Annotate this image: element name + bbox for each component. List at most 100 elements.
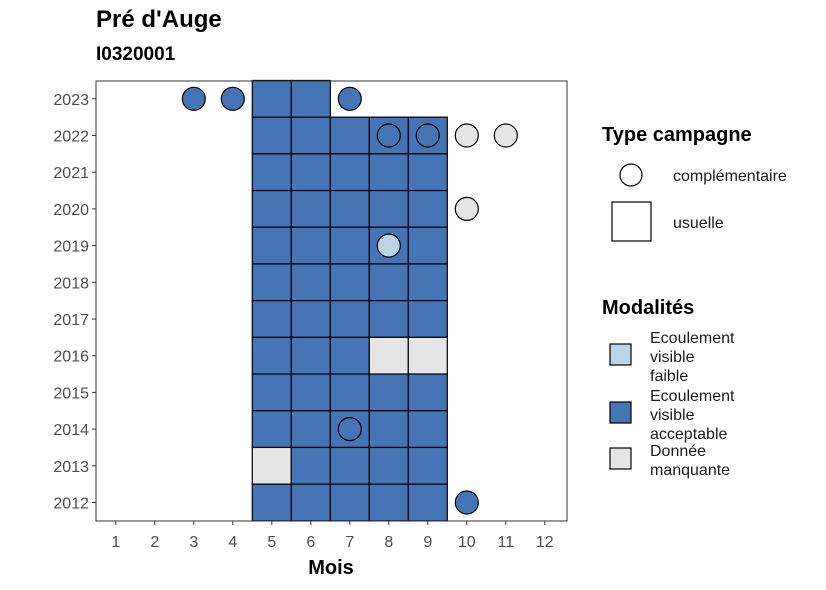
point-complementaire-2023-4 (220, 86, 245, 111)
cell-usuelle-2018-7 (329, 263, 370, 302)
x-tick-label: 12 (536, 534, 554, 551)
x-tick-label: 4 (228, 534, 237, 551)
legend-modalite-label: Ecoulement visible acceptable (650, 388, 735, 443)
x-tick-label: 7 (345, 534, 354, 551)
cell-usuelle-2016-9 (407, 336, 448, 375)
cell-usuelle-2022-5 (251, 116, 292, 155)
x-tick-label: 10 (458, 534, 476, 551)
cell-usuelle-2016-7 (329, 336, 370, 375)
cell-usuelle-2022-7 (329, 116, 370, 155)
y-tick-label: 2014 (53, 422, 89, 439)
cell-usuelle-2013-9 (407, 446, 448, 485)
legend-modalite-key (609, 401, 632, 424)
x-tick-label: 2 (150, 534, 159, 551)
cell-usuelle-2022-6 (290, 116, 331, 155)
y-axis: 2012 2013 2014 2015 2016 2017 2018 2019 2020 2021… (53, 92, 96, 513)
cell-usuelle-2020-5 (251, 189, 292, 228)
x-tick-label: 9 (423, 534, 432, 551)
cell-usuelle-2017-5 (251, 300, 292, 338)
cell-usuelle-2012-6 (290, 483, 331, 522)
legend-usuelle-label: usuelle (673, 215, 724, 232)
cell-usuelle-2017-8 (368, 300, 409, 338)
cell-usuelle-2019-6 (290, 226, 331, 265)
chart-title: Pré d'Auge (96, 6, 222, 33)
cell-usuelle-2014-6 (290, 410, 331, 449)
legend-type-campagne: Type campagne complémentaire usuelle (602, 124, 787, 242)
usuelle-cells (251, 79, 448, 522)
cell-usuelle-2021-7 (329, 153, 370, 192)
cell-usuelle-2013-5 (251, 446, 292, 485)
x-tick-label: 1 (111, 534, 120, 551)
plot-border (95, 80, 568, 522)
cell-usuelle-2015-9 (407, 373, 448, 412)
x-tick-label: 3 (189, 534, 198, 551)
cell-usuelle-2017-9 (407, 300, 448, 338)
cell-usuelle-2012-8 (368, 483, 409, 522)
cell-usuelle-2020-7 (329, 189, 370, 228)
legend-type-title: Type campagne (602, 124, 752, 146)
point-complementaire-2023-3 (181, 86, 206, 111)
cell-usuelle-2015-7 (329, 373, 370, 412)
legend-modalites-title: Modalités (602, 297, 694, 319)
y-tick-label: 2016 (53, 349, 89, 366)
cell-usuelle-2018-6 (290, 263, 331, 302)
y-tick-label: 2019 (53, 239, 89, 256)
point-complementaire-2022-11 (493, 123, 518, 148)
cell-usuelle-2018-5 (251, 263, 292, 302)
legend-modalites: Modalités Ecoulement visible faibleEcoulem… (602, 297, 735, 479)
cell-usuelle-2023-5 (251, 79, 292, 118)
y-tick-label: 2021 (53, 165, 89, 182)
cell-usuelle-2018-9 (407, 263, 448, 302)
y-tick-label: 2018 (53, 275, 89, 292)
y-tick-label: 2017 (53, 312, 89, 329)
cell-usuelle-2013-6 (290, 446, 331, 485)
legend-modalite-label: Ecoulement visible faible (650, 330, 735, 385)
cell-usuelle-2015-5 (251, 373, 292, 412)
point-complementaire-2019-8 (376, 233, 401, 258)
complementaire-points (181, 86, 518, 515)
y-tick-label: 2015 (53, 385, 89, 402)
legend-circle-symbol (619, 163, 643, 187)
cell-usuelle-2015-6 (290, 373, 331, 412)
point-complementaire-2023-7 (337, 86, 362, 111)
cell-usuelle-2016-5 (251, 336, 292, 375)
cell-usuelle-2020-6 (290, 189, 331, 228)
cell-usuelle-2014-8 (368, 410, 409, 449)
cell-usuelle-2020-8 (368, 189, 409, 228)
cell-usuelle-2016-6 (290, 336, 331, 375)
x-axis: 1 2 3 4 5 6 7 8 9 10 11 12 (111, 521, 554, 551)
cell-usuelle-2018-8 (368, 263, 409, 302)
x-tick-label: 6 (306, 534, 315, 551)
cell-usuelle-2020-9 (407, 189, 448, 228)
cell-usuelle-2021-5 (251, 153, 292, 192)
cell-usuelle-2016-8 (368, 336, 409, 375)
cell-usuelle-2013-7 (329, 446, 370, 485)
x-tick-label: 8 (384, 534, 393, 551)
x-tick-label: 11 (497, 534, 514, 551)
legend-modalite-key (609, 343, 632, 366)
y-tick-label: 2013 (53, 459, 89, 476)
legend-square-symbol (611, 201, 652, 242)
cell-usuelle-2019-7 (329, 226, 370, 265)
cell-usuelle-2019-5 (251, 226, 292, 265)
cell-usuelle-2014-5 (251, 410, 292, 449)
cell-usuelle-2021-9 (407, 153, 448, 192)
point-complementaire-2012-10 (454, 490, 479, 515)
cell-usuelle-2013-8 (368, 446, 409, 485)
y-tick-label: 2023 (53, 92, 89, 109)
cell-usuelle-2023-6 (290, 79, 331, 118)
x-tick-label: 5 (267, 534, 276, 551)
cell-usuelle-2017-7 (329, 300, 370, 338)
cell-usuelle-2021-8 (368, 153, 409, 192)
y-tick-label: 2022 (53, 129, 89, 146)
y-tick-label: 2020 (53, 202, 89, 219)
x-axis-title: Mois (308, 557, 354, 579)
legend-modalite-key (609, 447, 632, 470)
point-complementaire-2020-10 (454, 196, 479, 221)
cell-usuelle-2015-8 (368, 373, 409, 412)
legend-modalite-label: Donnée manquante (650, 443, 730, 479)
cell-usuelle-2021-6 (290, 153, 331, 192)
point-complementaire-2022-10 (454, 123, 479, 148)
